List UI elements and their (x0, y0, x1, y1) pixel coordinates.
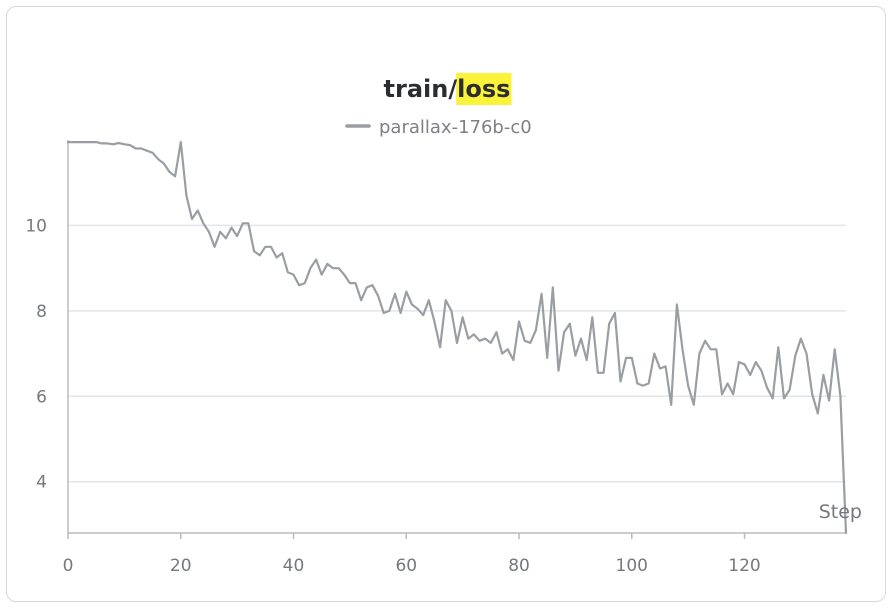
grid-lines (68, 224, 846, 483)
axes (67, 140, 846, 539)
series-layer (66, 141, 848, 535)
legend-entry-label: parallax-176b-c0 (379, 117, 532, 138)
y-tick-labels: 4 6 8 10 (25, 216, 47, 492)
x-axis-label: Step (819, 501, 862, 523)
x-tick-label-60: 60 (395, 556, 417, 576)
x-tick-label-80: 80 (508, 556, 530, 576)
y-tick-label-4: 4 (36, 473, 47, 493)
x-tick-label-20: 20 (170, 556, 192, 576)
chart-title: train/loss (384, 73, 512, 105)
y-tick-label-10: 10 (25, 216, 47, 236)
svg-text:train/loss: train/loss (384, 75, 511, 103)
x-tick-label-100: 100 (616, 556, 648, 576)
x-tick-labels: 0 20 40 60 80 100 120 (63, 556, 761, 576)
title-highlight (456, 73, 512, 105)
x-tick-label-40: 40 (283, 556, 305, 576)
series-line-0[interactable] (66, 141, 848, 535)
title-prefix: train/ (384, 75, 458, 103)
x-tick-label-0: 0 (63, 556, 74, 576)
legend[interactable]: parallax-176b-c0 (345, 117, 532, 138)
title-highlight-word: loss (457, 75, 510, 103)
y-tick-label-8: 8 (36, 302, 47, 322)
y-tick-label-6: 6 (36, 387, 47, 407)
x-tick-label-120: 120 (728, 556, 760, 576)
